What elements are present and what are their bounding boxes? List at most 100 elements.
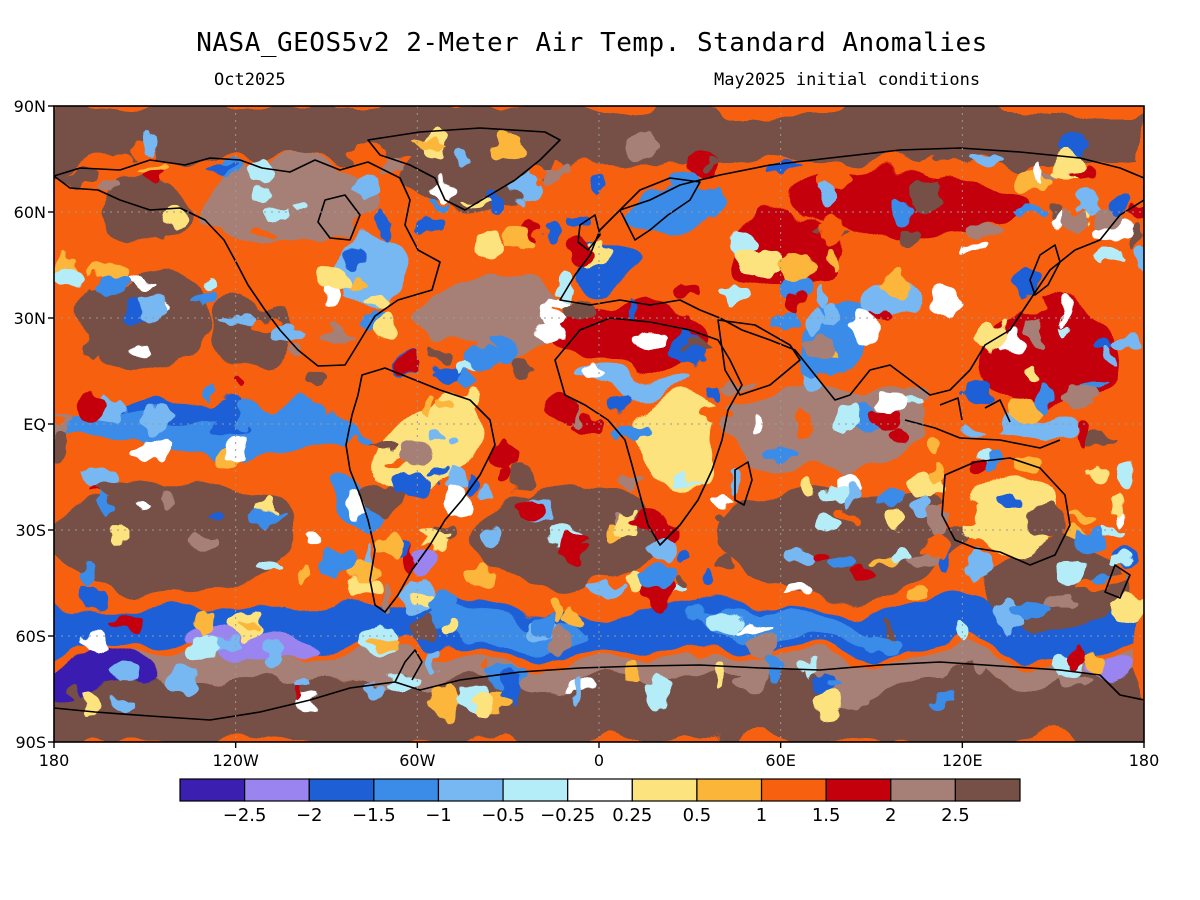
field-speckle [392, 471, 429, 499]
field-speckle [624, 297, 636, 326]
field-speckle [80, 585, 113, 612]
field-speckle [888, 201, 912, 226]
field-speckle [987, 573, 1005, 604]
field-speckle [929, 286, 960, 317]
field-speckle [1130, 223, 1141, 248]
field-speckle [725, 230, 755, 260]
field-speckle [202, 164, 240, 173]
field-speckle [343, 278, 371, 287]
field-speckle [1073, 531, 1111, 555]
field-speckle [481, 524, 501, 549]
field-speckle [940, 499, 978, 529]
field-speckle [319, 323, 356, 349]
field-speckle [881, 616, 895, 641]
lat-label: 60S [15, 627, 46, 646]
field-speckle [362, 484, 402, 516]
field-speckle [370, 442, 398, 453]
field-speckle [543, 215, 560, 244]
field-speckle [1071, 166, 1097, 179]
field-speckle [353, 174, 381, 199]
field-speckle [1069, 512, 1093, 522]
field-speckle [323, 285, 341, 307]
field-speckle [503, 225, 534, 252]
field-speckle [806, 312, 825, 334]
field-speckle [83, 690, 100, 717]
lon-label: 120E [942, 751, 983, 770]
field-speckle [76, 393, 104, 422]
field-speckle [111, 614, 144, 631]
field-speckle [564, 300, 595, 320]
field-speckle [424, 398, 434, 414]
field-speckle [536, 315, 563, 345]
field-speckle [1067, 645, 1088, 669]
field-speckle [723, 282, 746, 304]
field-speckle [398, 442, 432, 464]
field-speckle [187, 535, 220, 551]
field-canada-warm [205, 162, 388, 248]
coast-arabia [717, 319, 801, 396]
field-speckle [322, 548, 357, 577]
field-speckle [429, 687, 461, 719]
field-speckle [1051, 167, 1062, 179]
field-speckle [348, 493, 365, 520]
field-speckle [819, 179, 837, 203]
field-speckle [906, 182, 943, 211]
field-speckle [581, 540, 617, 551]
colorbar-label: −2 [296, 805, 323, 826]
field-speckle [779, 277, 811, 297]
field-speckle [54, 415, 66, 426]
field-speckle [847, 486, 859, 511]
field-speckle [1061, 211, 1082, 230]
lat-label: 60N [14, 203, 46, 222]
field-speckle [132, 440, 171, 463]
coast-indonesia [904, 397, 1061, 449]
colorbar-label: −1 [425, 805, 452, 826]
colorbar-swatch [631, 778, 698, 802]
coast-madagascar [734, 461, 753, 506]
field-speckle [880, 272, 909, 301]
colorbar-label: −0.5 [481, 805, 525, 826]
field-speckle [825, 246, 838, 271]
field-tasman-warm [977, 547, 1129, 619]
field-speckle [905, 585, 934, 601]
field-speckle [458, 392, 481, 416]
field-scandinavia-cold [638, 183, 712, 227]
field-speckle [956, 242, 988, 252]
field-speckle [217, 316, 255, 325]
field-speckle [443, 434, 457, 446]
field-speckle [1082, 433, 1119, 444]
field-speckle [468, 564, 495, 589]
coast-eurasia [559, 147, 1144, 401]
field-speckle [870, 408, 901, 432]
field-antarctic-band [54, 678, 1144, 742]
field-speckle [139, 172, 165, 181]
field-speckle [298, 561, 310, 587]
coast-greenland [367, 127, 561, 211]
field-speckle [685, 603, 702, 620]
field-speckle [431, 348, 450, 361]
field-speckle [686, 337, 711, 349]
field-speckle [899, 228, 920, 247]
field-speckle [528, 167, 550, 180]
field-speckle [752, 414, 763, 437]
field-speckle [566, 217, 590, 228]
field-speckle [650, 516, 680, 547]
field-speckle [1006, 396, 1044, 427]
field-speckle [427, 425, 441, 443]
field-speckle [914, 495, 934, 518]
colorbar-swatch [825, 778, 892, 802]
field-speckle [1030, 160, 1043, 185]
field-speckle [161, 480, 173, 490]
field-speckle [674, 576, 689, 589]
field-speckle [802, 473, 817, 502]
field-speckle [290, 679, 309, 690]
graticule [54, 106, 1144, 742]
lat-label: 90S [15, 733, 46, 752]
field-speckle [922, 532, 952, 560]
field-speckle [489, 332, 509, 352]
field-speckle [571, 673, 583, 704]
field-speckle [871, 311, 893, 319]
field-speckle [589, 175, 604, 198]
colorbar-swatch [437, 778, 504, 802]
